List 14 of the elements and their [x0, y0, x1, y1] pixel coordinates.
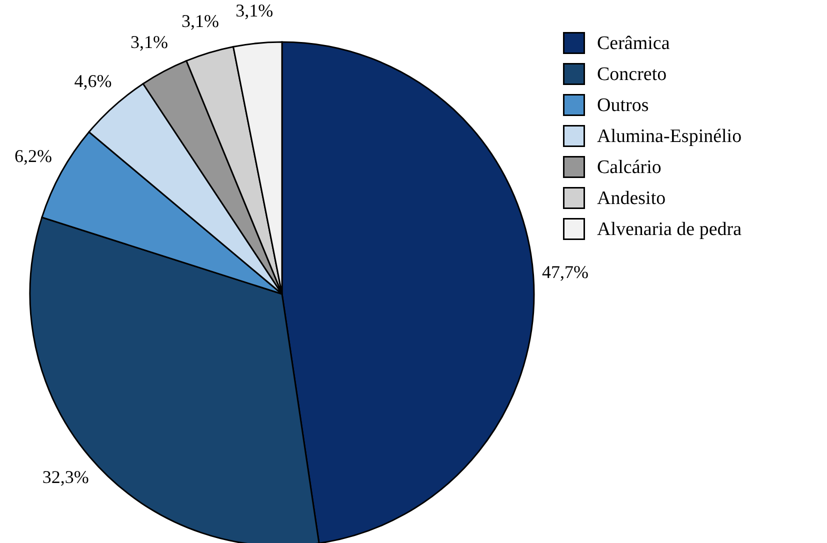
data-label: 3,1%	[130, 32, 168, 52]
legend-label: Alvenaria de pedra	[597, 219, 742, 240]
legend-label: Outros	[597, 95, 649, 116]
legend-label: Cerâmica	[597, 33, 670, 54]
data-label: 6,2%	[14, 146, 52, 166]
data-label: 4,6%	[74, 71, 112, 92]
data-label: 47,7%	[542, 262, 588, 282]
data-label: 3,1%	[236, 0, 274, 20]
data-label: 3,1%	[182, 11, 220, 32]
legend-label: Concreto	[597, 64, 667, 85]
data-label: 32,3%	[42, 466, 89, 487]
legend-label: Alumina-Espinélio	[597, 126, 742, 147]
legend-label: Andesito	[597, 188, 666, 209]
legend-label: Calcário	[597, 157, 662, 178]
